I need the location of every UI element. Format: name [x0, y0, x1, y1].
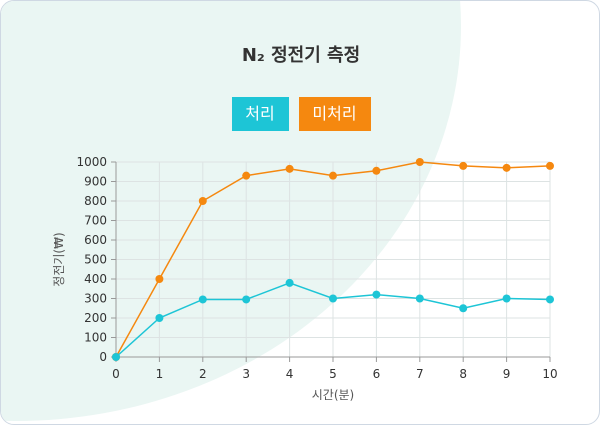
x-tick-label: 5 [329, 367, 337, 381]
y-tick-label: 1000 [76, 155, 107, 169]
x-tick-label: 3 [242, 367, 250, 381]
y-tick-label: 500 [84, 253, 107, 267]
y-tick-labels: 0 100 200 300 400 500 600 700 800 900 1000 [76, 155, 107, 364]
data-point [242, 171, 251, 180]
legend: 처리 미처리 [1, 97, 599, 131]
x-tick-label: 7 [416, 367, 424, 381]
data-point [198, 295, 207, 304]
legend-series-treated[interactable]: 처리 [231, 97, 289, 131]
y-tick-label: 800 [84, 194, 107, 208]
data-point [285, 164, 294, 173]
data-point [372, 166, 381, 175]
y-tick-label: 400 [84, 272, 107, 286]
y-tick-label: 600 [84, 233, 107, 247]
data-point [415, 294, 424, 303]
y-tick-label: 100 [84, 331, 107, 345]
y-tick-label: 900 [84, 175, 107, 189]
data-point [285, 278, 294, 287]
x-tick-label: 0 [112, 367, 120, 381]
x-axis-label: 시간(분) [312, 388, 354, 402]
x-tick-label: 10 [542, 367, 557, 381]
data-point [372, 290, 381, 299]
series-treated [112, 278, 554, 361]
x-tick-label: 6 [373, 367, 381, 381]
legend-series-untreated[interactable]: 미처리 [298, 97, 371, 131]
data-point [155, 275, 164, 283]
data-point [112, 353, 120, 361]
data-point [546, 161, 554, 170]
data-point [415, 158, 424, 166]
data-point [198, 197, 207, 205]
data-point [329, 294, 337, 303]
axes [111, 161, 551, 362]
data-point [155, 314, 164, 322]
y-tick-label: 300 [84, 292, 107, 306]
grid-lines [115, 161, 551, 358]
x-tick-label: 9 [503, 367, 511, 381]
x-tick-label: 1 [156, 367, 164, 381]
x-tick-label: 4 [286, 367, 294, 381]
data-point [242, 295, 251, 304]
x-tick-label: 2 [199, 367, 207, 381]
data-point [459, 304, 468, 313]
x-tick-label: 8 [459, 367, 467, 381]
x-tick-labels: 0 1 2 3 4 5 6 7 8 9 10 [112, 367, 557, 381]
chart-title: N₂ 정전기 측정 [241, 45, 361, 66]
data-point [546, 295, 554, 304]
y-axis-label: 정전기(₩) [52, 232, 66, 286]
y-tick-label: 200 [84, 311, 107, 325]
data-point [329, 171, 337, 180]
y-tick-label: 0 [99, 350, 107, 364]
series-lines [112, 158, 554, 361]
data-point [459, 161, 468, 170]
y-tick-label: 700 [84, 214, 107, 228]
data-point [502, 294, 511, 303]
data-point [502, 163, 511, 172]
